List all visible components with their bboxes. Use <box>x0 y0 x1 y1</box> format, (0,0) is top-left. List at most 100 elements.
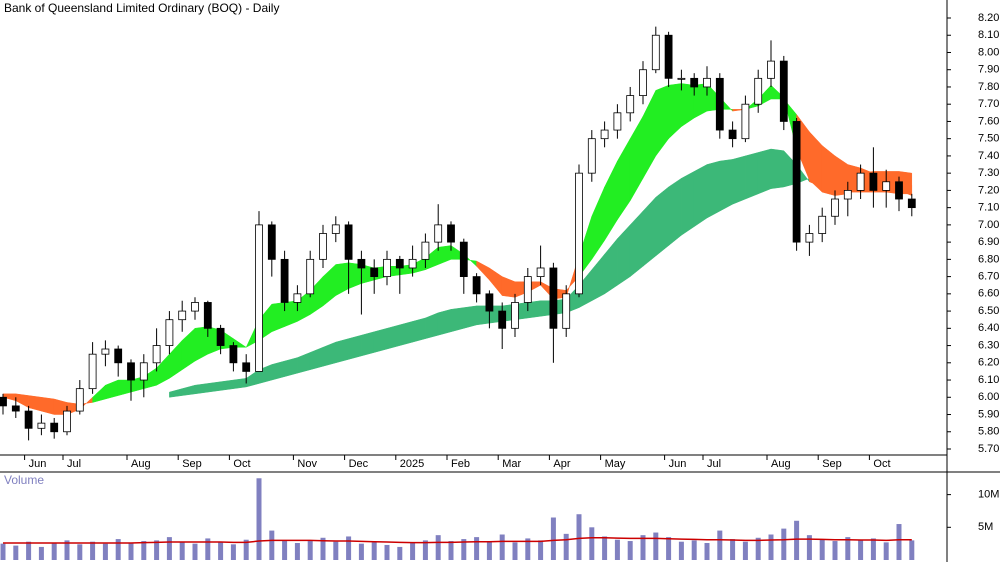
y-tick-label: 7.60 <box>978 115 999 127</box>
ribbon-segment <box>271 360 285 381</box>
candle-body <box>370 267 379 278</box>
volume-bar <box>205 538 211 560</box>
volume-bar <box>243 539 249 560</box>
y-tick-label: 5.70 <box>978 443 999 455</box>
ribbon-segment <box>527 300 541 319</box>
candle-body <box>664 34 673 79</box>
ribbon-segment <box>284 357 298 377</box>
ribbon-segment <box>642 90 657 180</box>
volume-bar <box>461 539 467 560</box>
y-tick-label: 6.20 <box>978 357 999 369</box>
candle-body <box>408 258 417 269</box>
x-tick-label: Apr <box>553 458 570 470</box>
volume-bar <box>627 541 633 560</box>
y-tick-label: 6.60 <box>978 288 999 300</box>
candle-body <box>459 241 468 277</box>
chart-title: Bank of Queensland Limited Ordinary (BOQ… <box>4 1 279 15</box>
y-tick-label: 6.10 <box>978 374 999 386</box>
candle-body <box>792 121 801 243</box>
volume-bar <box>794 520 800 560</box>
candle-body <box>831 198 839 217</box>
x-tick-label: Sep <box>822 458 842 470</box>
ribbon-segment <box>322 263 337 307</box>
ribbon-segment <box>809 131 823 193</box>
volume-bar <box>256 478 262 560</box>
volume-bar <box>883 542 889 560</box>
x-tick-label: Mar <box>502 458 521 470</box>
ribbon-segment <box>450 307 465 333</box>
x-tick-label: Sep <box>182 458 202 470</box>
candle-body <box>818 215 827 234</box>
candle-body <box>677 77 686 80</box>
volume-bar <box>538 540 544 560</box>
candle-body <box>754 77 763 105</box>
candle-body <box>165 319 174 346</box>
y-tick-label: 6.80 <box>978 253 999 265</box>
ribbon-segment <box>655 186 669 257</box>
x-tick-label: Jun <box>669 458 687 470</box>
volume-bar <box>819 539 825 560</box>
ribbon-segment <box>297 352 311 374</box>
y-tick-label: 8.20 <box>978 12 999 24</box>
ribbon-segment <box>821 145 836 196</box>
volume-bar <box>90 541 96 560</box>
candle-body <box>472 276 481 295</box>
candle-body <box>421 241 430 260</box>
candle-body <box>75 388 84 412</box>
candle-body <box>843 189 852 200</box>
y-tick-label: 8.10 <box>978 29 999 41</box>
volume-bar <box>141 541 147 560</box>
volume-bar <box>410 543 416 560</box>
volume-bar <box>653 532 659 560</box>
candle-body <box>485 293 494 312</box>
volume-bar <box>448 541 454 560</box>
volume-bar <box>666 537 672 560</box>
volume-bar <box>806 535 812 560</box>
volume-bar <box>730 539 736 560</box>
candle-body <box>0 396 7 407</box>
candle-body <box>767 60 775 79</box>
y-tick-label: 7.80 <box>978 81 999 93</box>
volume-bar <box>154 540 160 560</box>
volume-bar <box>397 546 403 560</box>
ribbon-segment <box>834 155 849 196</box>
ribbon-segment <box>386 324 401 350</box>
volume-bar <box>499 534 505 560</box>
y-tick-label: 7.30 <box>978 167 999 179</box>
candle-body <box>613 112 622 131</box>
x-tick-label: May <box>605 458 626 470</box>
ribbon-segment <box>194 326 209 362</box>
volume-bar <box>640 535 646 560</box>
volume-bar <box>563 533 569 560</box>
candle-body <box>139 362 148 381</box>
ribbon-segment <box>309 346 324 371</box>
y-tick-label: 6.40 <box>978 322 999 334</box>
ribbon-segment <box>194 383 209 395</box>
candle-body <box>319 233 327 260</box>
ribbon-segment <box>629 210 644 278</box>
candle-body <box>242 362 251 372</box>
ribbon-segment <box>604 237 618 295</box>
volume-bar <box>13 545 19 560</box>
candle-body <box>536 267 545 278</box>
volume-bar <box>422 540 428 560</box>
ribbon-segment <box>719 159 733 212</box>
candle-body <box>114 348 123 364</box>
x-tick-label: Jul <box>707 458 721 470</box>
ribbon-segment <box>181 327 196 371</box>
ribbon-segment <box>501 276 516 298</box>
ribbon-segment <box>207 381 221 393</box>
y-tick-label: 10M <box>978 489 999 501</box>
candle-body <box>434 224 443 243</box>
x-tick-label: Jul <box>67 458 81 470</box>
candle-body <box>549 267 558 329</box>
volume-bar <box>294 543 300 560</box>
candle-body <box>216 327 225 346</box>
candle-body <box>267 224 276 260</box>
ribbon-segment <box>732 155 746 205</box>
candle-body <box>741 103 750 140</box>
candle-body <box>127 362 135 381</box>
volume-bar <box>858 540 864 560</box>
candle-body <box>357 258 366 269</box>
candle-body <box>856 172 865 191</box>
